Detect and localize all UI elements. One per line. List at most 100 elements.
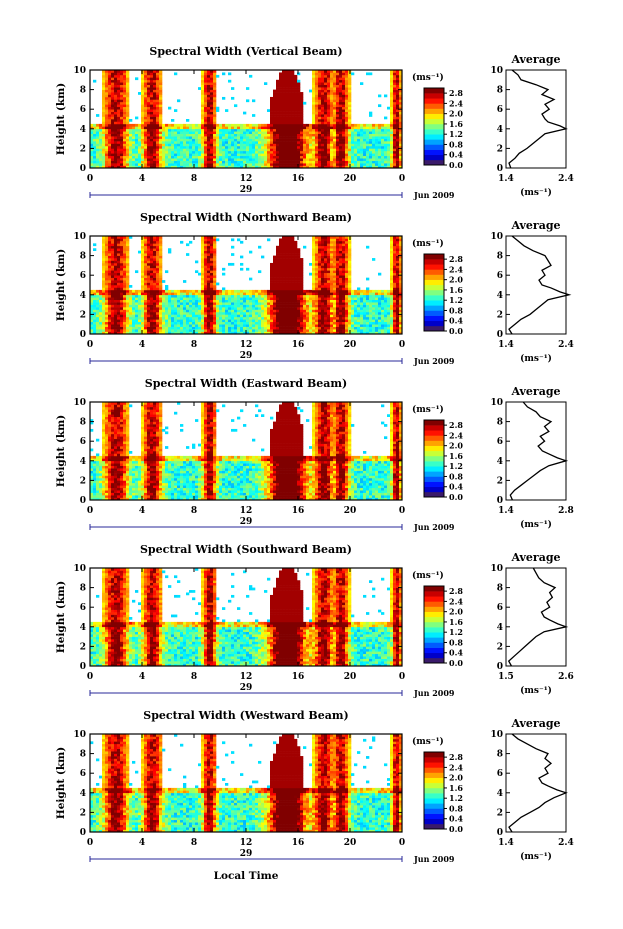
heatmap-cell (348, 109, 351, 112)
heatmap-cell (240, 153, 243, 156)
heatmap-cell (336, 75, 339, 78)
heatmap-cell (297, 136, 300, 139)
heatmap-cell (102, 134, 105, 137)
heatmap-cell (120, 112, 123, 115)
heatmap-cell (111, 129, 114, 132)
heatmap-cell (342, 136, 345, 139)
heatmap-cell (138, 134, 141, 137)
heatmap-cell (180, 153, 183, 156)
heatmap-cell (270, 163, 273, 166)
heatmap-cell (123, 82, 126, 85)
heatmap-cell (114, 124, 117, 127)
heatmap-cell (321, 163, 324, 166)
heatmap-cell (111, 151, 114, 154)
heatmap-cell (258, 129, 261, 132)
heatmap-cell (228, 148, 231, 151)
heatmap-cell (120, 104, 123, 107)
heatmap-cell (162, 144, 165, 147)
heatmap-cell (183, 144, 186, 147)
heatmap-cell (228, 151, 231, 154)
heatmap-cell (330, 72, 333, 75)
heatmap-cell (111, 156, 114, 159)
heatmap-cell (123, 117, 126, 120)
heatmap-cell (141, 104, 144, 107)
heatmap-cell (339, 126, 342, 129)
heatmap-cell (138, 92, 141, 95)
heatmap-cell (111, 72, 114, 75)
heatmap-cell (270, 144, 273, 147)
heatmap-cell (150, 124, 153, 127)
heatmap-cell (168, 126, 171, 129)
heatmap-cell (105, 104, 108, 107)
heatmap-cell (144, 117, 147, 120)
heatmap-cell (321, 141, 324, 144)
heatmap-cell (105, 92, 108, 95)
heatmap-cell (102, 119, 105, 122)
heatmap-cell (354, 136, 357, 139)
heatmap-cell (273, 141, 276, 144)
heatmap-cell (282, 119, 285, 122)
heatmap-cell (141, 124, 144, 127)
heatmap-cell (312, 95, 315, 98)
heatmap-cell (126, 134, 129, 137)
heatmap-cell (216, 75, 219, 78)
heatmap-cell (210, 136, 213, 139)
heatmap-cell (273, 109, 276, 112)
heatmap-cell (318, 129, 321, 132)
heatmap-cell (114, 114, 117, 117)
heatmap-cell (339, 121, 342, 124)
heatmap-cell (108, 126, 111, 129)
heatmap-cell (240, 151, 243, 154)
heatmap-cell (285, 163, 288, 166)
heatmap-cell (141, 80, 144, 83)
heatmap-cell (309, 141, 312, 144)
heatmap-cell (330, 97, 333, 100)
heatmap-cell (108, 141, 111, 144)
heatmap-cell (348, 146, 351, 149)
heatmap-cell (324, 87, 327, 90)
heatmap-cell (342, 114, 345, 117)
heatmap-cell (324, 144, 327, 147)
heatmap-cell (309, 131, 312, 134)
heatmap-cell (102, 72, 105, 75)
heatmap-cell (132, 148, 135, 151)
heatmap-cell (276, 151, 279, 154)
heatmap-cell (216, 163, 219, 166)
heatmap-cell (195, 139, 198, 142)
heatmap-cell (186, 156, 189, 159)
heatmap-cell (105, 158, 108, 161)
heatmap-cell (135, 146, 138, 149)
heatmap-cell (120, 129, 123, 132)
heatmap-cell (279, 85, 282, 88)
heatmap-cell (111, 158, 114, 161)
heatmap-cell (276, 119, 279, 122)
heatmap-cell (300, 107, 303, 110)
heatmap-cell (141, 163, 144, 166)
heatmap-cell (219, 156, 222, 159)
heatmap-cell (228, 144, 231, 147)
heatmap-cell (111, 163, 114, 166)
heatmap-cell (315, 95, 318, 98)
heatmap-cell (294, 87, 297, 90)
heatmap-cell (174, 134, 177, 137)
heatmap-cell (219, 148, 222, 151)
heatmap-cell (246, 126, 249, 129)
heatmap-cell (153, 87, 156, 90)
heatmap-cell (315, 141, 318, 144)
heatmap-cell (168, 139, 171, 142)
heatmap-cell (144, 126, 147, 129)
heatmap-cell (333, 72, 336, 75)
heatmap-cell (267, 136, 270, 139)
heatmap-cell (348, 121, 351, 124)
heatmap-cell (318, 97, 321, 100)
heatmap-cell (324, 119, 327, 122)
heatmap-cell (144, 72, 147, 75)
heatmap-cell (216, 124, 219, 127)
heatmap-cell (201, 158, 204, 161)
heatmap-cell (153, 161, 156, 164)
heatmap-cell (195, 136, 198, 139)
heatmap-cell (312, 163, 315, 166)
heatmap-cell (192, 153, 195, 156)
heatmap-cell (345, 153, 348, 156)
heatmap-cell (234, 158, 237, 161)
